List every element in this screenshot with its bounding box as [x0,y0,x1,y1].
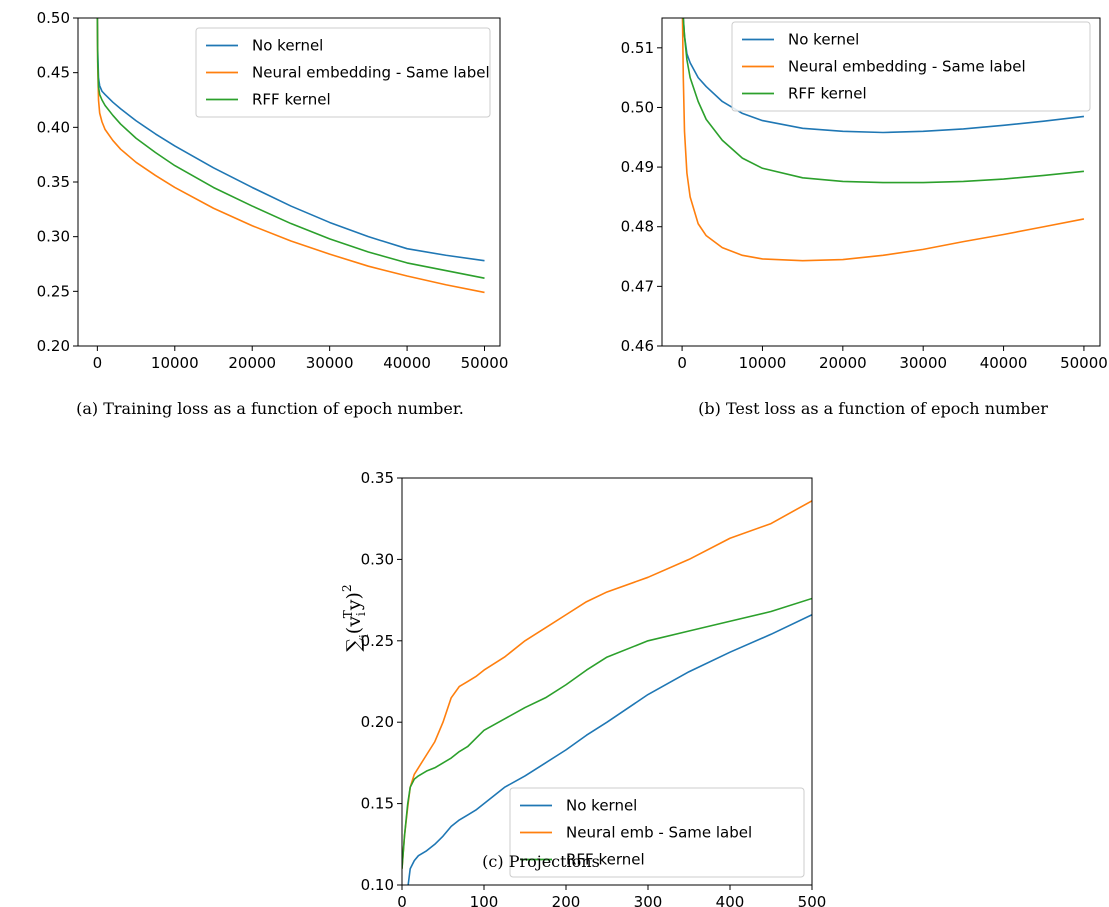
legend-box [509,787,805,878]
y-tick-label: 0.30 [37,228,70,246]
axes-frame-c [401,477,813,886]
x-tick-label: 30000 [899,354,947,372]
legend-box [195,27,491,118]
ylabel-expr-index: i [354,612,368,616]
series-line-1 [96,18,485,262]
ticks-a: 0 10000 20000 30000 40000 50000 0.20 0.25 0.30 0.… [37,9,509,372]
y-tick-label: 0.35 [37,173,70,191]
y-tick-label: 0.25 [37,282,70,300]
legend-b: No kernel Neural embedding - Same label RF… [731,21,1091,112]
x-tick-label: 200 [552,893,581,907]
legend-label: No kernel [252,37,323,55]
x-tick-label: 40000 [980,354,1028,372]
x-tick-label: 50000 [1060,354,1108,372]
ylabel-expr-transpose: T [341,610,355,618]
x-tick-label: 40000 [383,354,431,372]
series-line-3 [96,18,485,279]
series-line-3 [682,18,1085,184]
x-tick-label: 0 [677,354,687,372]
caption-b: (b) Test loss as a function of epoch num… [698,399,1048,418]
legend-label: RFF kernel [788,85,867,103]
legend-a: No kernel Neural embedding - Same label RF… [195,27,491,118]
legend-label: Neural embedding - Same label [788,58,1026,76]
ticks-b: 0 10000 20000 30000 40000 50000 0.46 0.47 0.48 0.… [621,39,1108,372]
y-tick-label: 0.35 [361,469,394,487]
legend-box [731,21,1091,112]
chart-panel-c: 0 100 200 300 400 500 0.10 0.15 0.20 0.25 0.30 0.35… [340,469,826,907]
y-tick-label: 0.46 [621,337,654,355]
y-tick-label: 0.10 [361,876,394,894]
y-tick-label: 0.40 [37,118,70,136]
y-tick-label: 0.15 [361,795,394,813]
series-line-1 [407,614,812,885]
ylabel-expr: (v [343,616,365,634]
y-tick-label: 0.47 [621,277,654,295]
y-tick-label: 0.30 [361,550,394,568]
x-tick-label: 0 [93,354,103,372]
x-tick-label: 400 [716,893,745,907]
x-tick-label: 300 [634,893,663,907]
chart-panel-b: 0 10000 20000 30000 40000 50000 0.46 0.47 0.48 0.… [621,17,1108,418]
y-tick-label: 0.45 [37,64,70,82]
x-tick-label: 10000 [151,354,199,372]
series-line-2 [96,18,485,294]
legend-label: RFF kernel [566,851,645,869]
series-line-2 [402,500,812,869]
series-lines-a [96,18,485,294]
y-tick-label: 0.50 [621,98,654,116]
y-tick-label: 0.50 [37,9,70,27]
x-tick-label: 50000 [461,354,509,372]
y-axis-label-c: ∑i(viTy)2 [340,584,371,651]
legend-label: Neural emb - Same label [566,824,752,842]
legend-label: No kernel [566,797,637,815]
y-tick-label: 0.20 [37,337,70,355]
y-tick-label: 0.48 [621,218,654,236]
x-tick-label: 500 [798,893,827,907]
series-lines-c [402,500,812,885]
axes-frame-b [661,17,1101,347]
series-line-3 [402,597,812,869]
ylabel-sum-index: i [357,634,371,638]
ticks-c: 0 100 200 300 400 500 0.10 0.15 0.20 0.25 0.30 0.35 [361,469,827,907]
x-tick-label: 20000 [228,354,276,372]
x-tick-label: 10000 [739,354,787,372]
series-lines-b [681,18,1085,262]
ylabel-expr-tail: y) [343,592,365,611]
x-tick-label: 20000 [819,354,867,372]
legend-label: RFF kernel [252,91,331,109]
y-tick-label: 0.25 [361,632,394,650]
legend-label: Neural embedding - Same label [252,64,490,82]
ylabel-expr-square: 2 [340,584,354,592]
x-tick-label: 0 [397,893,407,907]
y-tick-label: 0.51 [621,39,654,57]
chart-panel-a: 0 10000 20000 30000 40000 50000 0.20 0.25 0.30 0.… [37,9,509,418]
caption-c: (c) Projections [482,852,600,871]
legend-label: No kernel [788,31,859,49]
x-tick-label: 100 [470,893,499,907]
series-line-2 [681,18,1085,262]
y-tick-label: 0.20 [361,713,394,731]
ylabel-sum: ∑ [343,638,365,652]
caption-a: (a) Training loss as a function of epoch… [76,399,464,418]
x-tick-label: 30000 [306,354,354,372]
y-tick-label: 0.49 [621,158,654,176]
legend-c: No kernel Neural emb - Same label RFF kern… [509,787,805,878]
